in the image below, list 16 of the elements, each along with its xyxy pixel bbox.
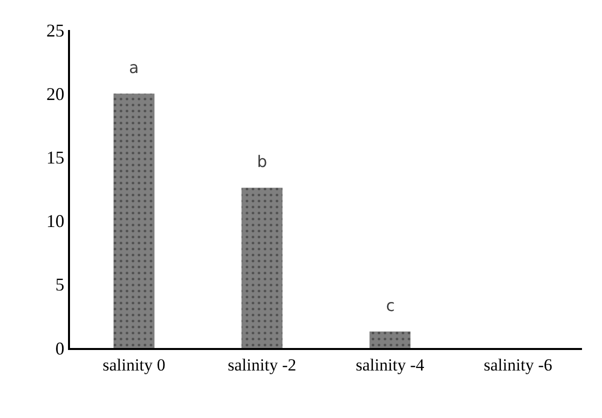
annotation: b — [257, 152, 268, 171]
y-tick-label: 0 — [55, 338, 64, 358]
bar — [370, 331, 410, 348]
x-tick-label: salinity -6 — [484, 355, 552, 374]
x-tick-label: salinity -4 — [356, 355, 425, 374]
x-tick-label: salinity -2 — [228, 355, 296, 374]
annotation: a — [129, 58, 139, 77]
y-tick-label: 15 — [46, 148, 64, 168]
y-tick-label: 20 — [46, 84, 64, 104]
y-tick-label: 5 — [55, 274, 64, 295]
annotation: c — [386, 296, 395, 315]
bar — [242, 188, 282, 348]
x-tick-label: salinity 0 — [102, 355, 166, 374]
y-tick-label: 25 — [46, 20, 64, 40]
bar — [114, 94, 154, 348]
y-tick-label: 10 — [46, 211, 64, 232]
